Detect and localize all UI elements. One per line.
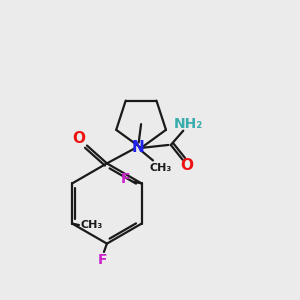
Text: O: O [72,131,85,146]
Text: O: O [180,158,193,173]
Text: F: F [121,172,130,186]
Text: CH₃: CH₃ [150,163,172,173]
Text: NH₂: NH₂ [173,117,203,131]
Text: N: N [132,140,145,154]
Text: CH₃: CH₃ [81,220,103,230]
Text: F: F [98,253,107,267]
